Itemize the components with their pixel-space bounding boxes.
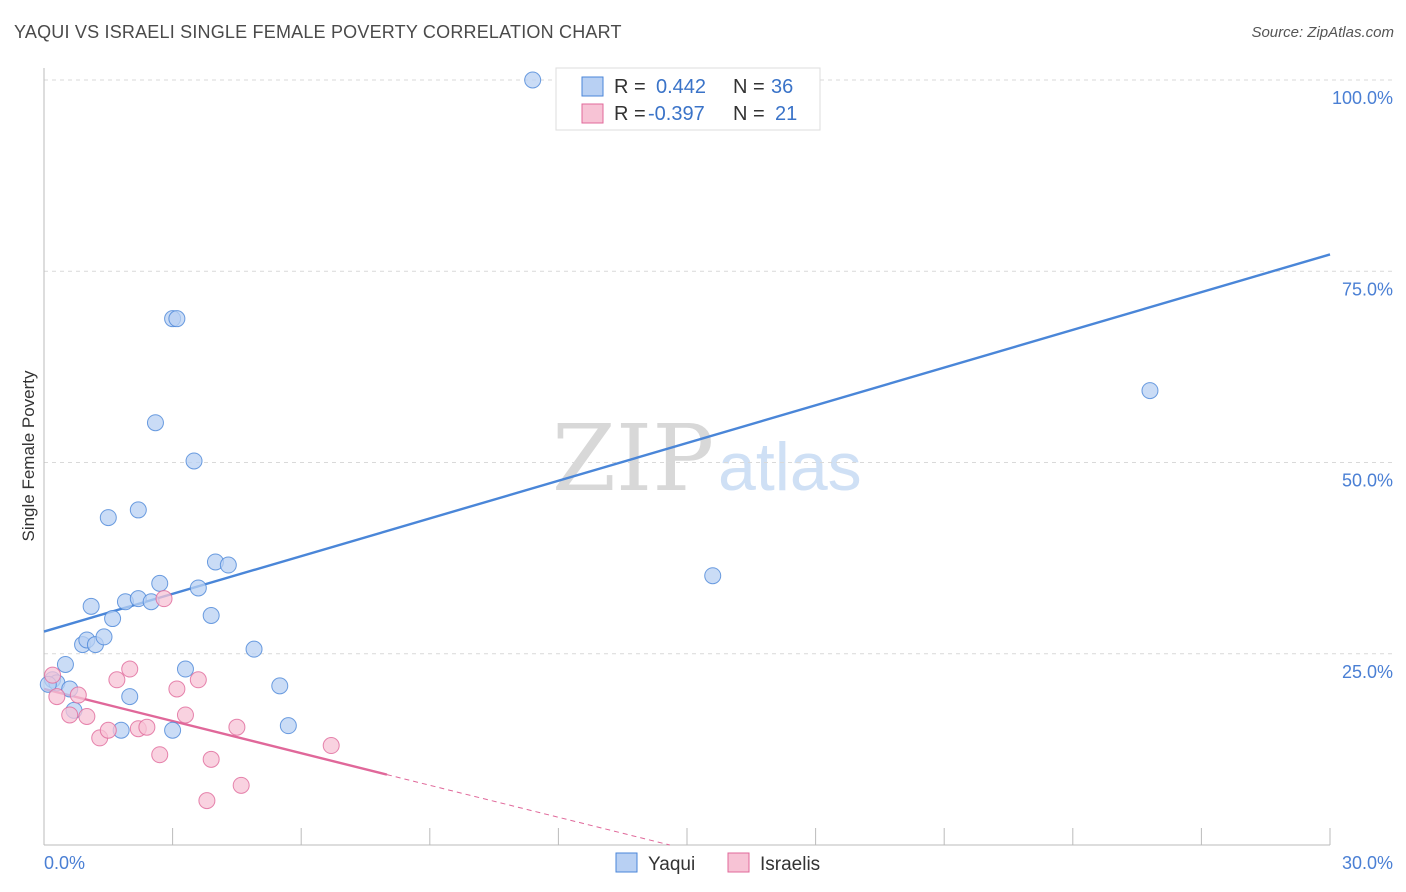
point-yaqui-34 [1141, 382, 1159, 400]
point-israelis-12 [155, 590, 173, 608]
point-yaqui-31 [279, 717, 297, 735]
y-tick-label-25: 25.0% [1342, 662, 1393, 682]
legend-swatch-yaqui [581, 76, 604, 97]
x-tick-label-max: 30.0% [1342, 853, 1393, 873]
trend-line-extension-israelis [386, 774, 670, 846]
bottom-legend-label-yaqui: Yaqui [648, 854, 695, 875]
point-yaqui-7 [82, 597, 100, 615]
point-yaqui-10 [99, 509, 117, 527]
y-tick-labels: 100.0% 75.0% 50.0% 25.0% [1332, 88, 1393, 682]
chart-title: YAQUI VS ISRAELI SINGLE FEMALE POVERTY C… [14, 22, 622, 42]
legend-r-label-israelis: R = [614, 103, 646, 125]
legend-r-value-israelis: -0.397 [648, 103, 705, 125]
point-israelis-15 [189, 671, 207, 689]
point-yaqui-23 [176, 660, 194, 678]
point-israelis-7 [108, 671, 126, 689]
point-yaqui-26 [202, 607, 220, 624]
point-israelis-0 [44, 666, 62, 684]
point-yaqui-2 [56, 655, 74, 673]
point-israelis-3 [69, 686, 87, 704]
point-israelis-16 [198, 792, 216, 810]
point-israelis-6 [99, 721, 117, 739]
scatter-points [39, 71, 1159, 810]
legend-r-value-yaqui: 0.442 [656, 76, 706, 98]
point-israelis-1 [48, 688, 66, 706]
point-israelis-8 [121, 660, 139, 678]
point-israelis-10 [138, 718, 156, 736]
legend-n-value-israelis: 21 [775, 103, 797, 125]
point-yaqui-19 [151, 574, 169, 592]
y-tick-label-75: 75.0% [1342, 279, 1393, 299]
point-yaqui-16 [129, 501, 147, 519]
point-israelis-14 [176, 706, 194, 724]
point-israelis-19 [232, 776, 250, 794]
point-yaqui-21 [164, 721, 182, 739]
point-israelis-4 [78, 707, 96, 725]
point-yaqui-24 [185, 452, 203, 470]
point-yaqui-9 [95, 628, 113, 646]
point-yaqui-25 [189, 579, 207, 597]
source-label: Source: ZipAtlas.com [1251, 24, 1394, 41]
point-yaqui-30 [271, 677, 289, 695]
watermark-atlas: atlas [718, 429, 862, 505]
point-israelis-11 [151, 746, 169, 764]
point-yaqui-32 [524, 71, 542, 89]
legend-n-label-israelis: N = [733, 103, 765, 125]
point-yaqui-14 [121, 688, 139, 706]
x-tick-label-min: 0.0% [44, 853, 85, 873]
bottom-legend-swatch-israelis [727, 852, 750, 873]
point-yaqui-28 [219, 556, 237, 574]
x-axis-ticks [43, 828, 1331, 845]
series-legend: Yaqui Israelis [615, 852, 820, 875]
legend-r-label-yaqui: R = [614, 76, 646, 98]
trend-line-israelis [43, 687, 388, 776]
point-yaqui-22 [168, 310, 186, 328]
watermark: ZIP atlas [552, 405, 862, 512]
point-yaqui-11 [104, 610, 122, 628]
point-israelis-17 [202, 750, 220, 768]
legend-swatch-israelis [581, 103, 604, 124]
legend-n-value-yaqui: 36 [771, 76, 793, 98]
point-israelis-13 [168, 680, 186, 698]
point-israelis-2 [61, 706, 79, 724]
point-yaqui-29 [245, 640, 263, 658]
gridlines [44, 79, 1393, 655]
trend-line-yaqui [43, 253, 1331, 633]
legend-n-label-yaqui: N = [733, 76, 765, 98]
bottom-legend-swatch-yaqui [615, 852, 638, 873]
point-yaqui-18 [146, 414, 164, 432]
y-tick-label-50: 50.0% [1342, 471, 1393, 491]
trend-lines [43, 253, 1331, 846]
bottom-legend-label-israelis: Israelis [760, 854, 820, 875]
y-axis-label: Single Female Poverty [19, 370, 38, 542]
stats-legend: R = 0.442 N = 36 R = -0.397 N = 21 [555, 67, 821, 131]
y-tick-label-100: 100.0% [1332, 88, 1393, 108]
point-israelis-20 [322, 737, 340, 755]
point-israelis-18 [228, 718, 246, 736]
point-yaqui-33 [704, 567, 722, 585]
